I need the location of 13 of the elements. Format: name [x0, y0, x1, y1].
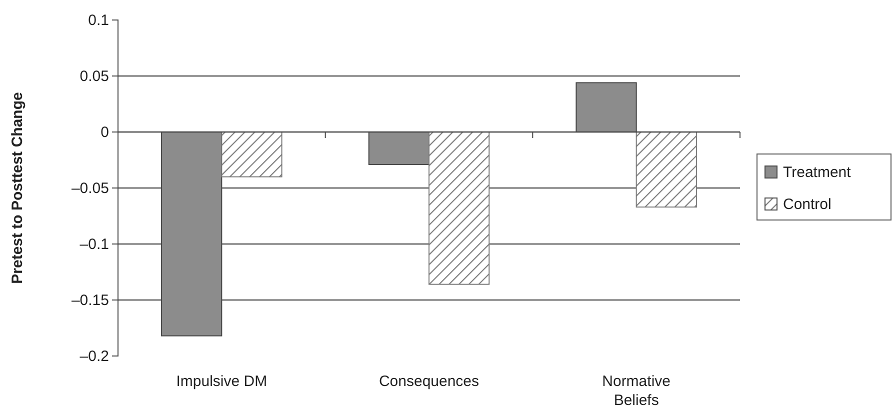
x-tick-label: Consequences	[378, 373, 480, 390]
x-tick-label: Normative Beliefs	[602, 373, 671, 409]
y-tick-label: 0	[100, 124, 109, 141]
y-tick-label: 0.1	[88, 12, 109, 29]
legend-label: Control	[783, 196, 832, 213]
y-tick-label: –0.05	[71, 180, 109, 197]
legend-label: Treatment	[783, 164, 852, 181]
y-tick-label: 0.05	[80, 68, 109, 85]
x-tick-label: Impulsive DM	[176, 373, 268, 390]
y-axis-title: Pretest to Posttest Change	[9, 92, 26, 284]
y-tick-label: –0.2	[80, 348, 109, 365]
y-tick-label: –0.1	[80, 236, 109, 253]
y-tick-label: –0.15	[71, 292, 109, 309]
